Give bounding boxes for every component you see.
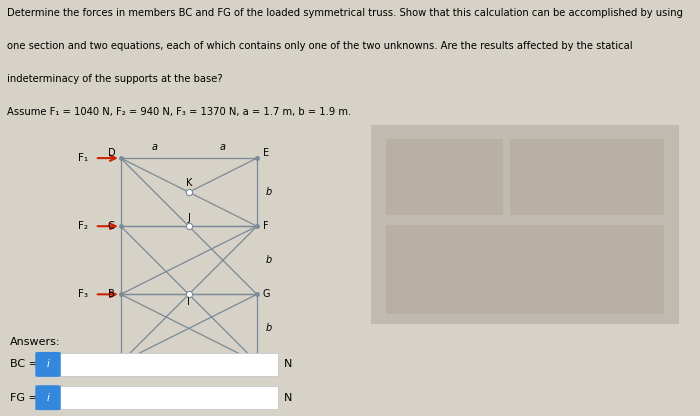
- Text: N: N: [284, 393, 293, 403]
- FancyBboxPatch shape: [59, 386, 279, 409]
- Text: b: b: [265, 323, 272, 333]
- Polygon shape: [251, 362, 263, 371]
- FancyBboxPatch shape: [35, 352, 61, 377]
- Text: I: I: [188, 297, 190, 307]
- Text: B: B: [108, 289, 116, 300]
- FancyBboxPatch shape: [371, 125, 679, 324]
- Text: C: C: [108, 221, 115, 231]
- Text: F: F: [263, 221, 269, 231]
- Text: i: i: [47, 393, 50, 403]
- Text: G: G: [262, 289, 270, 300]
- Text: Answers:: Answers:: [10, 337, 60, 347]
- Text: H: H: [262, 364, 270, 374]
- Text: Assume F₁ = 1040 N, F₂ = 940 N, F₃ = 1370 N, a = 1.7 m, b = 1.9 m.: Assume F₁ = 1040 N, F₂ = 940 N, F₃ = 137…: [7, 107, 351, 117]
- Text: N: N: [284, 359, 293, 369]
- FancyBboxPatch shape: [510, 139, 664, 215]
- FancyBboxPatch shape: [386, 225, 664, 314]
- Text: indeterminacy of the supports at the base?: indeterminacy of the supports at the bas…: [7, 74, 223, 84]
- Text: F₃: F₃: [78, 289, 88, 300]
- Text: A: A: [108, 364, 116, 374]
- Text: F₁: F₁: [78, 153, 88, 163]
- Text: a: a: [220, 141, 226, 151]
- Text: D: D: [108, 148, 116, 158]
- FancyBboxPatch shape: [35, 385, 61, 410]
- Text: a: a: [152, 141, 158, 151]
- Text: J: J: [188, 213, 190, 223]
- FancyBboxPatch shape: [386, 139, 503, 215]
- Text: Determine the forces in members BC and FG of the loaded symmetrical truss. Show : Determine the forces in members BC and F…: [7, 7, 683, 17]
- Text: BC =: BC =: [10, 359, 38, 369]
- Text: E: E: [262, 148, 269, 158]
- FancyBboxPatch shape: [59, 353, 279, 376]
- Text: FG =: FG =: [10, 393, 38, 403]
- Text: F₂: F₂: [78, 221, 88, 231]
- Text: b: b: [265, 187, 272, 197]
- Text: one section and two equations, each of which contains only one of the two unknow: one section and two equations, each of w…: [7, 41, 633, 51]
- Text: K: K: [186, 178, 192, 188]
- Text: b: b: [265, 255, 272, 265]
- Text: i: i: [47, 359, 50, 369]
- Polygon shape: [115, 362, 127, 371]
